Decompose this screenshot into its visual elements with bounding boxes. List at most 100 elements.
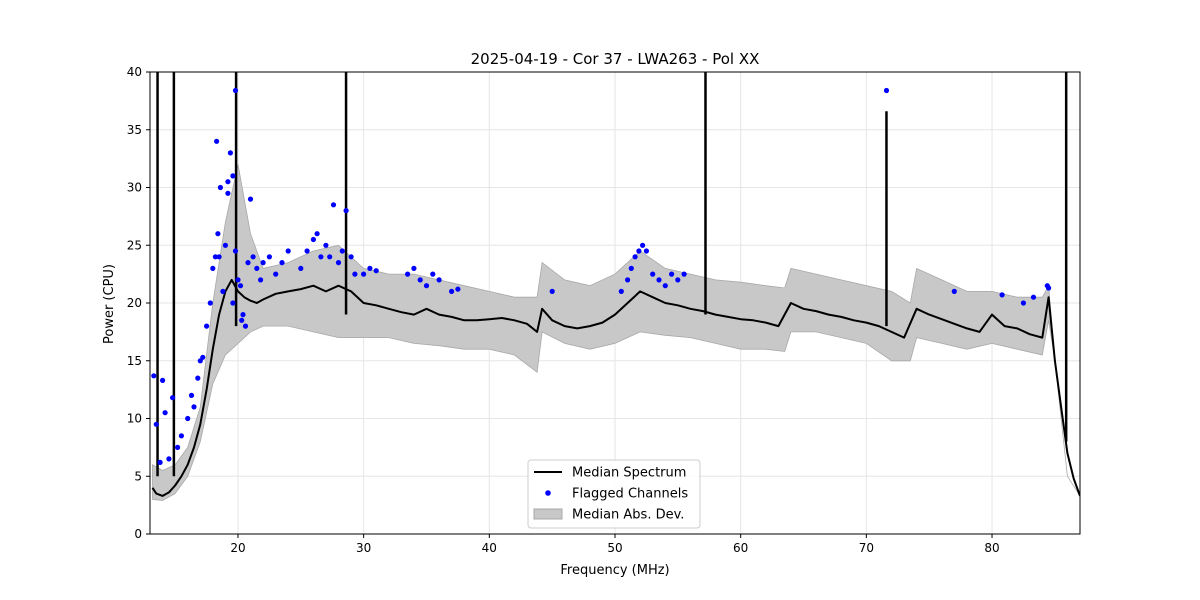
- flagged-channel-point: [650, 271, 656, 277]
- flagged-channel-point: [643, 248, 650, 254]
- flagged-channel-point: [330, 202, 337, 208]
- flagged-channel-point: [314, 231, 320, 237]
- x-tick-label: 30: [356, 541, 371, 555]
- flagged-channel-point: [318, 254, 324, 260]
- x-tick-label: 20: [230, 541, 245, 555]
- flagged-channel-point: [210, 265, 216, 271]
- flagged-channel-point: [245, 260, 251, 266]
- flagged-channel-point: [625, 277, 631, 283]
- flagged-channel-point: [258, 277, 264, 283]
- flagged-channel-point: [285, 248, 291, 254]
- flagged-channel-point: [339, 248, 345, 254]
- flagged-channel-point: [1046, 285, 1052, 291]
- flagged-channel-point: [230, 300, 236, 306]
- flagged-channel-point: [618, 288, 624, 294]
- flagged-channel-point: [361, 271, 367, 277]
- flagged-channel-point: [242, 323, 249, 329]
- flagged-channel-point: [250, 254, 256, 260]
- y-tick-label: 20: [127, 296, 142, 310]
- flagged-channel-point: [656, 277, 662, 283]
- flagged-channel-point: [247, 196, 254, 202]
- flagged-channel-point: [628, 265, 634, 271]
- x-tick-label: 80: [984, 541, 999, 555]
- flagged-channel-point: [230, 173, 236, 179]
- flagged-channel-point: [207, 300, 213, 306]
- flagged-channel-point: [411, 265, 417, 271]
- flagged-channel-point: [310, 236, 316, 243]
- flagged-channel-point: [323, 242, 329, 248]
- flagged-channel-point: [327, 254, 333, 260]
- flagged-channel-point: [430, 271, 436, 277]
- flagged-channel-point: [298, 265, 304, 271]
- y-tick-label: 0: [134, 527, 142, 541]
- flagged-channel-point: [216, 254, 222, 260]
- flagged-channel-point: [304, 248, 310, 254]
- flagged-channel-point: [273, 271, 279, 277]
- flagged-channel-point: [204, 323, 210, 329]
- flagged-channel-point: [239, 317, 245, 323]
- flagged-channel-point: [279, 260, 285, 266]
- legend: Median Spectrum Flagged Channels Median Ab…: [527, 459, 701, 529]
- flagged-channel-point: [227, 150, 233, 156]
- x-axis-label: Frequency (MHz): [560, 563, 669, 578]
- flagged-channel-point: [449, 288, 455, 294]
- flagged-channel-point: [1020, 300, 1026, 306]
- flagged-channel-point: [883, 87, 890, 94]
- flagged-channel-point: [217, 184, 223, 191]
- flagged-channel-point: [212, 254, 218, 260]
- flagged-channel-point: [681, 271, 687, 277]
- flagged-channel-point: [220, 288, 226, 294]
- y-tick-label: 10: [127, 412, 142, 426]
- flagged-channel-point: [175, 444, 181, 450]
- chart-title: 2025-04-19 - Cor 37 - LWA263 - Pol XX: [471, 50, 760, 68]
- legend-box: [527, 459, 701, 529]
- flagged-channel-point: [157, 459, 163, 465]
- flagged-channel-point: [235, 277, 241, 283]
- flagged-channel-point: [185, 415, 191, 422]
- flagged-channel-point: [1030, 294, 1037, 300]
- flagged-channel-point: [343, 208, 349, 214]
- flagged-channel-point: [191, 404, 197, 410]
- flagged-channel-point: [662, 283, 668, 289]
- flagged-channel-point: [405, 271, 411, 277]
- flagged-channel-point: [455, 286, 461, 292]
- flagged-channel-point: [640, 242, 646, 248]
- flagged-channel-point: [675, 277, 681, 283]
- x-tick-label: 50: [607, 541, 622, 555]
- flagged-channel-point: [237, 283, 244, 289]
- flagged-channel-point: [151, 373, 157, 379]
- flagged-channel-point: [436, 277, 442, 283]
- flagged-channel-point: [348, 254, 354, 260]
- flagged-channel-point: [254, 265, 260, 271]
- y-axis-label: Power (CPU): [102, 264, 117, 344]
- y-tick-label: 5: [134, 469, 142, 483]
- flagged-channel-point: [417, 277, 423, 283]
- flagged-channel-point: [240, 312, 246, 318]
- x-tick-label: 70: [859, 541, 874, 555]
- legend-label: Median Spectrum: [572, 466, 686, 481]
- legend-label: Flagged Channels: [572, 487, 688, 502]
- flagged-channel-point: [423, 283, 430, 289]
- x-tick-label: 60: [733, 541, 748, 555]
- median-abs-dev-band: [152, 164, 1080, 501]
- legend-swatch-band: [533, 508, 563, 520]
- flagged-channel-point: [373, 268, 379, 274]
- flagged-channel-point: [335, 260, 342, 266]
- flagged-channel-point: [266, 254, 272, 260]
- flagged-channel-point: [225, 190, 231, 196]
- flagged-channel-point: [178, 433, 184, 439]
- x-tick-label: 40: [482, 541, 497, 555]
- y-tick-label: 40: [127, 65, 142, 79]
- axis-ticks: 20 30 40 50 60 70 80 0 5 10 15 20 25 30 35 40: [127, 65, 1000, 555]
- flagged-channel-point: [232, 248, 239, 254]
- flagged-channel-point: [260, 260, 266, 266]
- flagged-channel-point: [632, 254, 638, 260]
- y-tick-label: 25: [127, 238, 142, 252]
- flagged-channel-point: [367, 265, 373, 271]
- plot-area: [151, 72, 1080, 501]
- flagged-channel-point: [232, 87, 239, 94]
- flagged-channel-point: [999, 292, 1005, 298]
- flagged-channel-point: [214, 138, 220, 144]
- flagged-channel-point: [195, 375, 201, 381]
